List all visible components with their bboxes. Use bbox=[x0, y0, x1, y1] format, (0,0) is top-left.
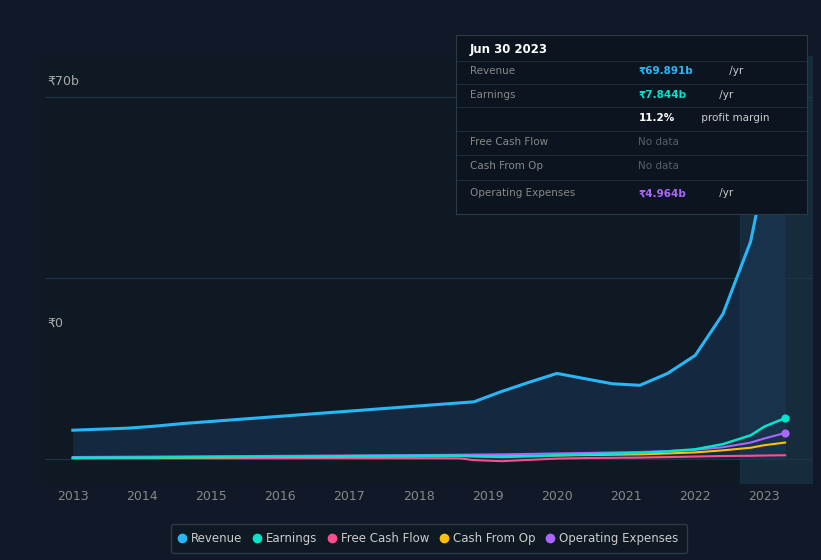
Text: profit margin: profit margin bbox=[698, 113, 769, 123]
Text: Earnings: Earnings bbox=[470, 90, 516, 100]
Text: ₹69.891b: ₹69.891b bbox=[639, 66, 693, 76]
Text: Free Cash Flow: Free Cash Flow bbox=[470, 137, 548, 147]
Text: No data: No data bbox=[639, 137, 679, 147]
Text: ₹7.844b: ₹7.844b bbox=[639, 90, 686, 100]
Point bbox=[778, 94, 791, 102]
Text: Jun 30 2023: Jun 30 2023 bbox=[470, 43, 548, 56]
Text: ₹0: ₹0 bbox=[48, 318, 63, 330]
Text: Cash From Op: Cash From Op bbox=[470, 161, 543, 171]
Text: Operating Expenses: Operating Expenses bbox=[470, 188, 575, 198]
Bar bbox=[741, 56, 813, 484]
Point bbox=[778, 428, 791, 437]
Text: /yr: /yr bbox=[717, 188, 734, 198]
Text: /yr: /yr bbox=[726, 66, 743, 76]
Point bbox=[778, 414, 791, 423]
Text: /yr: /yr bbox=[717, 90, 734, 100]
Text: ₹70b: ₹70b bbox=[48, 75, 80, 88]
Text: ₹4.964b: ₹4.964b bbox=[639, 188, 686, 198]
Text: Revenue: Revenue bbox=[470, 66, 515, 76]
Legend: Revenue, Earnings, Free Cash Flow, Cash From Op, Operating Expenses: Revenue, Earnings, Free Cash Flow, Cash … bbox=[171, 524, 687, 553]
Text: No data: No data bbox=[639, 161, 679, 171]
Text: 11.2%: 11.2% bbox=[639, 113, 675, 123]
